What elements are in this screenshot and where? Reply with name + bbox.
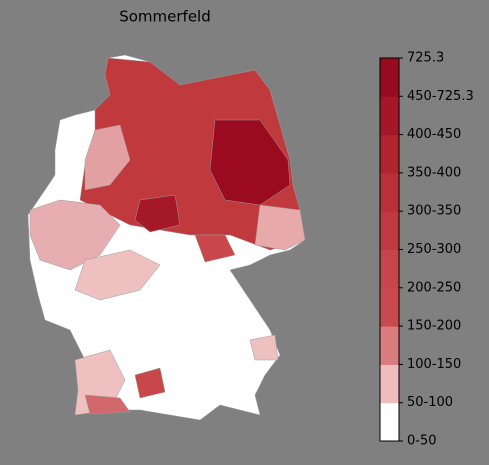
colorbar-label: 0-50 (407, 434, 437, 449)
colorbar: 0-50 50-100 100-150 150-200 200-250 250-300 30… (379, 51, 474, 449)
colorbar-label: 150-200 (407, 319, 461, 334)
colorbar-segment (380, 364, 399, 404)
colorbar-segment (380, 172, 399, 212)
region-middle-pink (74, 249, 161, 301)
colorbar-label: 200-250 (407, 280, 461, 295)
colorbar-segment (380, 402, 399, 442)
colorbar-segment (380, 211, 399, 250)
germany-map (27, 54, 306, 421)
colorbar-label: 300-350 (407, 204, 461, 219)
region-northwest-light (84, 124, 131, 191)
colorbar-segment (380, 287, 399, 327)
region-west-pink (29, 199, 121, 271)
region-east-red (194, 234, 236, 263)
region-southeast-pink (249, 334, 279, 361)
colorbar-label: 250-300 (407, 242, 461, 257)
colorbar-label: 100-150 (407, 357, 461, 372)
colorbar-label: 450-725.3 (407, 89, 474, 104)
colorbar-label: 50-100 (407, 395, 453, 410)
colorbar-segment (380, 134, 399, 174)
region-east-light (254, 204, 306, 251)
region-northeast-dark (209, 119, 291, 206)
colorbar-label: 350-400 (407, 165, 461, 180)
region-south-red (134, 367, 166, 399)
colorbar-segment (380, 326, 399, 365)
region-center-dark (134, 194, 181, 233)
colorbar-segment (380, 249, 399, 289)
colorbar-label: 725.3 (407, 51, 444, 66)
colorbar-segment (380, 96, 399, 136)
map-title: Sommerfeld (119, 8, 211, 26)
colorbar-label: 400-450 (407, 127, 461, 142)
region-southwest-red (84, 394, 131, 415)
colorbar-segment (380, 58, 399, 97)
